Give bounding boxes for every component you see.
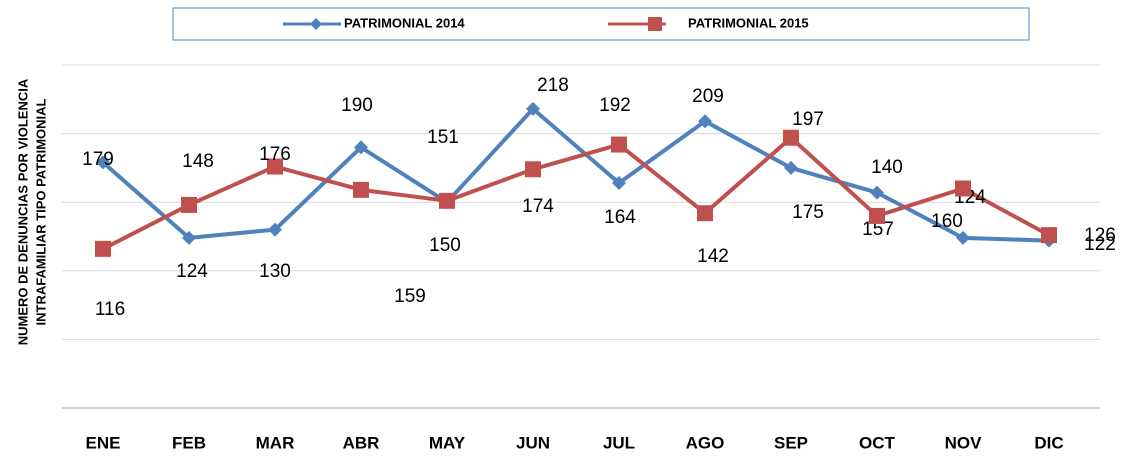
marker bbox=[96, 155, 110, 170]
x-tick-label: AGO bbox=[686, 433, 725, 452]
data-label: 179 bbox=[82, 149, 114, 170]
data-label: 124 bbox=[176, 261, 208, 282]
x-tick-label: ENE bbox=[86, 433, 121, 452]
y-axis-title: INTRAFAMILIAR TIPO PATRIMONIAL bbox=[33, 98, 48, 325]
data-label: 140 bbox=[871, 157, 903, 178]
y-axis-title: NUMERO DE DENUNCIAS POR VIOLENCIA bbox=[15, 78, 30, 345]
data-label: 142 bbox=[697, 246, 729, 267]
marker bbox=[267, 158, 283, 175]
marker bbox=[526, 101, 540, 116]
marker bbox=[1041, 227, 1057, 244]
data-label: 157 bbox=[862, 219, 894, 240]
marker bbox=[354, 140, 368, 155]
x-tick-label: ABR bbox=[343, 433, 380, 452]
legend-marker bbox=[648, 17, 662, 31]
data-label: 175 bbox=[792, 202, 824, 223]
data-label: 150 bbox=[429, 235, 461, 256]
data-label: 164 bbox=[604, 207, 636, 228]
x-tick-label: MAY bbox=[429, 433, 466, 452]
marker bbox=[439, 192, 455, 209]
legend-label: PATRIMONIAL 2015 bbox=[688, 15, 809, 30]
data-label: 174 bbox=[522, 196, 554, 217]
marker bbox=[783, 129, 799, 146]
marker bbox=[955, 180, 971, 197]
data-label: 192 bbox=[599, 95, 631, 116]
marker bbox=[181, 196, 197, 213]
data-label: 160 bbox=[931, 211, 963, 232]
series-line bbox=[101, 106, 1050, 243]
data-label: 130 bbox=[259, 261, 291, 282]
marker bbox=[869, 207, 885, 224]
marker bbox=[612, 175, 626, 190]
data-label: 151 bbox=[427, 127, 459, 148]
marker bbox=[698, 114, 712, 129]
legend-label: PATRIMONIAL 2014 bbox=[344, 15, 465, 30]
x-tick-label: SEP bbox=[774, 433, 808, 452]
x-tick-label: MAR bbox=[256, 433, 295, 452]
marker bbox=[697, 205, 713, 222]
data-label: 190 bbox=[341, 95, 373, 116]
data-label: 159 bbox=[394, 286, 426, 307]
x-tick-label: FEB bbox=[172, 433, 206, 452]
data-label: 176 bbox=[259, 144, 291, 165]
marker bbox=[956, 230, 970, 245]
data-label: 126 bbox=[1084, 225, 1116, 246]
series-line bbox=[102, 135, 1050, 251]
marker bbox=[268, 222, 282, 237]
marker bbox=[611, 136, 627, 153]
marker bbox=[525, 161, 541, 178]
data-label: 209 bbox=[692, 86, 724, 107]
data-label: 197 bbox=[792, 109, 824, 130]
data-label: 148 bbox=[182, 151, 214, 172]
marker bbox=[353, 181, 369, 198]
marker bbox=[95, 240, 111, 257]
x-tick-label: JUL bbox=[603, 433, 635, 452]
x-tick-label: NOV bbox=[945, 433, 983, 452]
marker bbox=[182, 230, 196, 245]
legend-marker bbox=[310, 18, 322, 30]
x-tick-label: OCT bbox=[859, 433, 896, 452]
marker bbox=[784, 160, 798, 175]
marker bbox=[870, 185, 884, 200]
data-label: 218 bbox=[537, 75, 569, 96]
data-label: 116 bbox=[95, 299, 125, 320]
x-tick-label: JUN bbox=[516, 433, 550, 452]
data-label: 122 bbox=[1084, 234, 1116, 255]
x-tick-label: DIC bbox=[1034, 433, 1063, 452]
